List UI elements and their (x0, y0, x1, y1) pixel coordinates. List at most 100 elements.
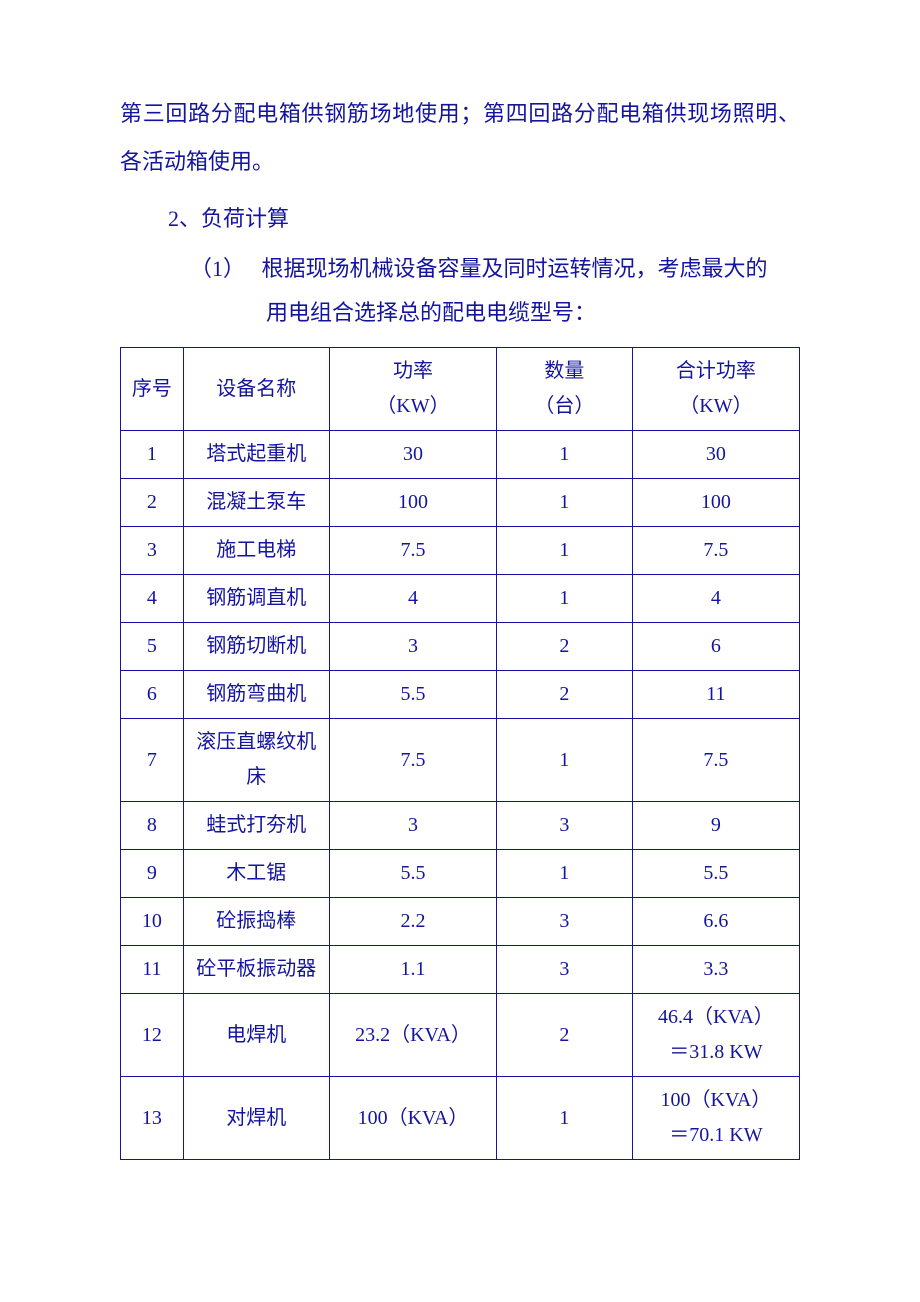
cell-total: 3.3 (632, 946, 799, 994)
cell-name: 对焊机 (183, 1077, 329, 1160)
table-row: 12 电焊机 23.2（KVA） 2 46.4（KVA） ＝31.8 KW (121, 994, 800, 1077)
header-total: 合计功率 （KW） (632, 348, 799, 431)
cell-qty: 1 (497, 431, 633, 479)
cell-total: 100 (632, 479, 799, 527)
equipment-table: 序号 设备名称 功率 （KW） 数量 （台） 合计功率 （KW） 1 塔式起重机… (120, 347, 800, 1160)
cell-power: 5.5 (329, 850, 496, 898)
cell-qty: 1 (497, 719, 633, 802)
table-row: 1 塔式起重机 30 1 30 (121, 431, 800, 479)
table-row: 4 钢筋调直机 4 1 4 (121, 575, 800, 623)
header-name: 设备名称 (183, 348, 329, 431)
cell-power: 7.5 (329, 527, 496, 575)
cell-total: 6 (632, 623, 799, 671)
header-power-line1: 功率 (393, 360, 433, 382)
table-row: 6 钢筋弯曲机 5.5 2 11 (121, 671, 800, 719)
cell-qty: 3 (497, 802, 633, 850)
cell-power: 3 (329, 802, 496, 850)
cell-total: 7.5 (632, 719, 799, 802)
table-row: 13 对焊机 100（KVA） 1 100（KVA） ＝70.1 KW (121, 1077, 800, 1160)
cell-qty: 2 (497, 671, 633, 719)
table-body: 1 塔式起重机 30 1 30 2 混凝土泵车 100 1 100 3 施工电梯… (121, 431, 800, 1160)
header-seq: 序号 (121, 348, 184, 431)
cell-name: 电焊机 (183, 994, 329, 1077)
heading-load-calc: 2、负荷计算 (120, 195, 800, 243)
cell-name: 塔式起重机 (183, 431, 329, 479)
cell-total: 11 (632, 671, 799, 719)
cell-seq: 10 (121, 898, 184, 946)
cell-name: 木工锯 (183, 850, 329, 898)
cell-total: 100（KVA） ＝70.1 KW (632, 1077, 799, 1160)
header-power-line2: （KW） (376, 395, 449, 417)
cell-qty: 1 (497, 850, 633, 898)
cell-name: 砼振捣棒 (183, 898, 329, 946)
cell-seq: 12 (121, 994, 184, 1077)
cell-total-line1: 100（KVA） (661, 1089, 772, 1111)
cell-name: 施工电梯 (183, 527, 329, 575)
cell-name: 钢筋调直机 (183, 575, 329, 623)
cell-seq: 8 (121, 802, 184, 850)
cell-qty: 1 (497, 1077, 633, 1160)
cell-qty: 3 (497, 946, 633, 994)
cell-name: 蛙式打夯机 (183, 802, 329, 850)
cell-total: 6.6 (632, 898, 799, 946)
cell-power: 23.2（KVA） (329, 994, 496, 1077)
cell-seq: 13 (121, 1077, 184, 1160)
cell-seq: 11 (121, 946, 184, 994)
cell-power: 5.5 (329, 671, 496, 719)
table-row: 10 砼振捣棒 2.2 3 6.6 (121, 898, 800, 946)
header-total-line1: 合计功率 (676, 360, 756, 382)
table-row: 2 混凝土泵车 100 1 100 (121, 479, 800, 527)
cell-total: 5.5 (632, 850, 799, 898)
table-header-row: 序号 设备名称 功率 （KW） 数量 （台） 合计功率 （KW） (121, 348, 800, 431)
table-row: 9 木工锯 5.5 1 5.5 (121, 850, 800, 898)
cell-total: 7.5 (632, 527, 799, 575)
cell-power: 3 (329, 623, 496, 671)
cell-total: 9 (632, 802, 799, 850)
cell-total-line2: ＝70.1 KW (669, 1124, 762, 1146)
cell-power: 4 (329, 575, 496, 623)
header-qty: 数量 （台） (497, 348, 633, 431)
cell-name: 混凝土泵车 (183, 479, 329, 527)
header-qty-line2: （台） (534, 395, 594, 417)
cell-name: 砼平板振动器 (183, 946, 329, 994)
cell-seq: 9 (121, 850, 184, 898)
cell-qty: 1 (497, 527, 633, 575)
list-text-line1: 根据现场机械设备容量及同时运转情况，考虑最大的 (262, 256, 768, 281)
table-row: 3 施工电梯 7.5 1 7.5 (121, 527, 800, 575)
cell-name: 钢筋弯曲机 (183, 671, 329, 719)
cell-total: 46.4（KVA） ＝31.8 KW (632, 994, 799, 1077)
cell-total: 30 (632, 431, 799, 479)
list-label: （1） (190, 256, 245, 281)
cell-total-line2: ＝31.8 KW (669, 1041, 762, 1063)
cell-qty: 3 (497, 898, 633, 946)
cell-power: 1.1 (329, 946, 496, 994)
table-row: 5 钢筋切断机 3 2 6 (121, 623, 800, 671)
cell-power: 7.5 (329, 719, 496, 802)
cell-seq: 6 (121, 671, 184, 719)
cell-power: 100 (329, 479, 496, 527)
cell-seq: 5 (121, 623, 184, 671)
list-item-1: （1） 根据现场机械设备容量及同时运转情况，考虑最大的 用电组合选择总的配电电缆… (120, 247, 800, 335)
paragraph-intro: 第三回路分配电箱供钢筋场地使用；第四回路分配电箱供现场照明、各活动箱使用。 (120, 90, 800, 187)
cell-qty: 2 (497, 994, 633, 1077)
cell-seq: 1 (121, 431, 184, 479)
cell-qty: 2 (497, 623, 633, 671)
cell-name: 滚压直螺纹机床 (183, 719, 329, 802)
table-row: 11 砼平板振动器 1.1 3 3.3 (121, 946, 800, 994)
cell-seq: 4 (121, 575, 184, 623)
cell-qty: 1 (497, 479, 633, 527)
cell-seq: 2 (121, 479, 184, 527)
cell-qty: 1 (497, 575, 633, 623)
table-row: 7 滚压直螺纹机床 7.5 1 7.5 (121, 719, 800, 802)
cell-seq: 7 (121, 719, 184, 802)
cell-power: 2.2 (329, 898, 496, 946)
table-row: 8 蛙式打夯机 3 3 9 (121, 802, 800, 850)
cell-power: 30 (329, 431, 496, 479)
cell-power: 100（KVA） (329, 1077, 496, 1160)
header-total-line2: （KW） (679, 395, 752, 417)
header-qty-line1: 数量 (544, 360, 584, 382)
header-power: 功率 （KW） (329, 348, 496, 431)
cell-total: 4 (632, 575, 799, 623)
cell-seq: 3 (121, 527, 184, 575)
list-text-line2: 用电组合选择总的配电电缆型号： (210, 291, 800, 335)
